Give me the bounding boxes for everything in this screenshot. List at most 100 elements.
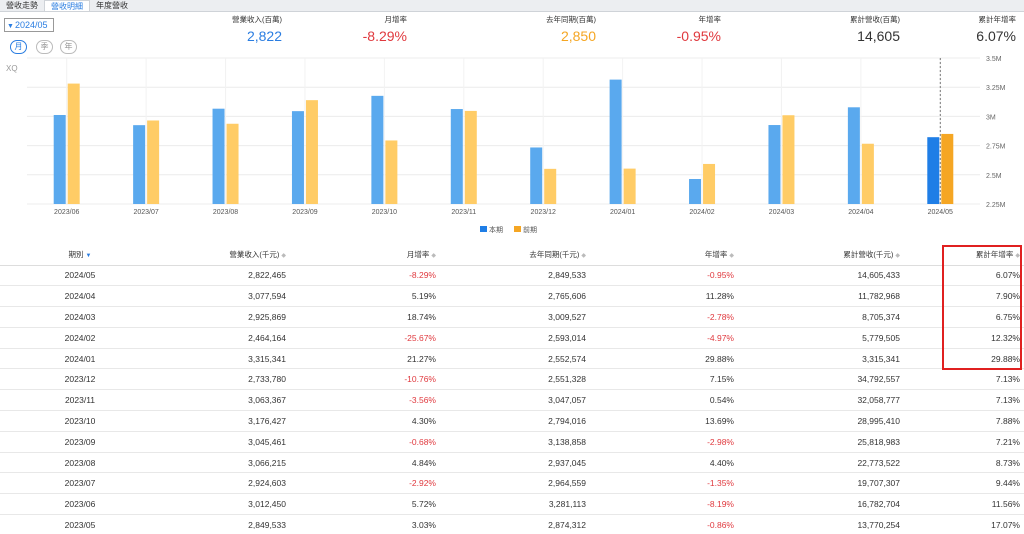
legend-swatch	[480, 226, 487, 232]
bar-previous	[861, 143, 874, 204]
bar-previous	[703, 163, 716, 204]
yoy-cell: -8.19%	[590, 493, 738, 516]
stat-label: 營業收入(百萬)	[232, 15, 282, 24]
cumulative-cell: 13,770,254	[738, 514, 904, 534]
x-tick-label: 2023/09	[292, 209, 317, 216]
revenue-cell: 3,012,450	[160, 493, 290, 516]
cumulative-cell: 28,995,410	[738, 410, 904, 432]
period-select[interactable]: ▼2024/05	[4, 18, 54, 32]
table-row[interactable]: 2023/05 2,849,533 3.03% 2,874,312 -0.86% 13,7…	[0, 514, 1024, 534]
table-row[interactable]: 2023/07 2,924,603 -2.92% 2,964,559 -1.35% 19,…	[0, 472, 1024, 495]
tab-revenue-detail[interactable]: 營收明細	[44, 0, 90, 11]
bar-current	[450, 109, 463, 204]
legend-label: 前期	[523, 225, 537, 234]
last-year-cell: 2,964,559	[440, 472, 590, 495]
mom-cell: 4.84%	[290, 452, 440, 474]
tab-annual-revenue[interactable]: 年度營收	[96, 1, 128, 10]
bar-previous	[623, 168, 636, 204]
yoy-cell: 7.15%	[590, 368, 738, 391]
stat-mom: 月增率 -8.29%	[363, 14, 407, 44]
table-row[interactable]: 2024/02 2,464,164 -25.67% 2,593,014 -4.97% 5,…	[0, 327, 1024, 349]
table-row[interactable]: 2023/12 2,733,780 -10.76% 2,551,328 7.15% 34,…	[0, 368, 1024, 391]
stat-value: 14,605	[857, 28, 900, 44]
y-tick-label: 2.5M	[986, 173, 1002, 180]
legend-swatch	[514, 226, 521, 232]
highlight-box	[942, 245, 1022, 370]
table-row[interactable]: 2023/09 3,045,461 -0.68% 3,138,858 -2.98% 25,…	[0, 431, 1024, 453]
mom-cell: -10.76%	[290, 368, 440, 391]
stat-revenue: 營業收入(百萬) 2,822	[232, 14, 282, 44]
revenue-cell: 3,176,427	[160, 410, 290, 432]
col-header-cumulative-yoy[interactable]: 累計年增率 ◆	[904, 245, 1024, 266]
cumulative-cell: 34,792,557	[738, 368, 904, 391]
x-tick-label: 2023/07	[133, 209, 158, 216]
stat-value: 2,850	[560, 28, 596, 44]
cumulative-cell: 32,058,777	[738, 389, 904, 412]
col-header-cumulative[interactable]: 累計營收(千元) ◆	[738, 245, 904, 266]
stat-yoy: 年增率 -0.95%	[677, 14, 721, 44]
yoy-cell: -0.95%	[590, 265, 738, 287]
bar-previous	[544, 168, 557, 204]
x-tick-label: 2024/05	[928, 209, 953, 216]
mom-cell: 4.30%	[290, 410, 440, 432]
stat-label: 年增率	[698, 15, 722, 24]
col-header-label: 期別	[68, 250, 84, 260]
bar-previous	[941, 133, 954, 204]
x-tick-label: 2023/08	[213, 209, 238, 216]
col-header-label: 年增率	[704, 250, 728, 260]
table-row[interactable]: 2023/10 3,176,427 4.30% 2,794,016 13.69% 28,9…	[0, 410, 1024, 432]
y-tick-label: 3.5M	[986, 56, 1002, 63]
col-header-yoy[interactable]: 年增率 ◆	[590, 245, 738, 266]
table-row[interactable]: 2023/06 3,012,450 5.72% 3,281,113 -8.19% 16,7…	[0, 493, 1024, 516]
last-year-cell: 3,009,527	[440, 306, 590, 328]
period-cell: 2024/04	[0, 285, 160, 308]
table-header-row: 期別 ▼ 營業收入(千元) ◆ 月增率 ◆ 去年同期(千元) ◆ 年增率 ◆ 累計營收(千…	[0, 245, 1024, 266]
period-cell: 2023/12	[0, 368, 160, 391]
revenue-cell: 3,066,215	[160, 452, 290, 474]
last-year-cell: 2,849,533	[440, 265, 590, 287]
range-quarter-button[interactable]: 季	[36, 40, 53, 54]
mom-cell: 5.19%	[290, 285, 440, 308]
period-cell: 2024/05	[0, 265, 160, 287]
revenue-cell: 3,045,461	[160, 431, 290, 453]
table-row[interactable]: 2024/05 2,822,465 -8.29% 2,849,533 -0.95% 14,…	[0, 265, 1024, 287]
bar-current	[291, 111, 304, 204]
stat-value: 6.07%	[976, 28, 1016, 44]
range-year-button[interactable]: 年	[60, 40, 77, 54]
tab-revenue-trend[interactable]: 營收走勢	[6, 1, 38, 10]
table-row[interactable]: 2024/01 3,315,341 21.27% 2,552,574 29.88% 3,3…	[0, 348, 1024, 370]
last-year-cell: 2,937,045	[440, 452, 590, 474]
cumulative-cell: 25,818,983	[738, 431, 904, 453]
sort-icon: ◆	[431, 253, 436, 260]
last-year-cell: 2,593,014	[440, 327, 590, 349]
revenue-cell: 3,063,367	[160, 389, 290, 412]
period-cell: 2023/06	[0, 493, 160, 516]
x-tick-label: 2024/03	[769, 209, 794, 216]
stat-cumulative-yoy: 累計年增率 6.07%	[976, 14, 1016, 44]
col-header-revenue[interactable]: 營業收入(千元) ◆	[160, 245, 290, 266]
col-header-last-year[interactable]: 去年同期(千元) ◆	[440, 245, 590, 266]
stat-label: 月增率	[384, 15, 408, 24]
mom-cell: -0.68%	[290, 431, 440, 453]
table-row[interactable]: 2023/08 3,066,215 4.84% 2,937,045 4.40% 22,77…	[0, 452, 1024, 474]
bar-previous	[464, 110, 477, 204]
last-year-cell: 3,047,057	[440, 389, 590, 412]
sort-icon: ▼	[85, 253, 92, 260]
revenue-table: 期別 ▼ 營業收入(千元) ◆ 月增率 ◆ 去年同期(千元) ◆ 年增率 ◆ 累計營收(千…	[0, 245, 1024, 534]
tab-bar: 營收走勢 營收明細 年度營收	[0, 0, 1024, 12]
table-row[interactable]: 2024/03 2,925,869 18.74% 3,009,527 -2.78% 8,7…	[0, 306, 1024, 328]
period-cell: 2024/01	[0, 348, 160, 370]
col-header-period[interactable]: 期別 ▼	[0, 245, 160, 266]
x-tick-label: 2023/12	[531, 209, 556, 216]
range-month-button[interactable]: 月	[10, 40, 27, 54]
period-cell: 2023/07	[0, 472, 160, 495]
yoy-cell: 4.40%	[590, 452, 738, 474]
col-header-mom[interactable]: 月增率 ◆	[290, 245, 440, 266]
table-row[interactable]: 2023/11 3,063,367 -3.56% 3,047,057 0.54% 32,0…	[0, 389, 1024, 412]
period-cell: 2024/03	[0, 306, 160, 328]
revenue-cell: 2,849,533	[160, 514, 290, 534]
cumulative-yoy-cell: 11.56%	[904, 493, 1024, 516]
table-row[interactable]: 2024/04 3,077,594 5.19% 2,765,606 11.28% 11,7…	[0, 285, 1024, 308]
bar-current	[609, 79, 622, 204]
stat-last-year: 去年同期(百萬) 2,850	[546, 14, 596, 44]
